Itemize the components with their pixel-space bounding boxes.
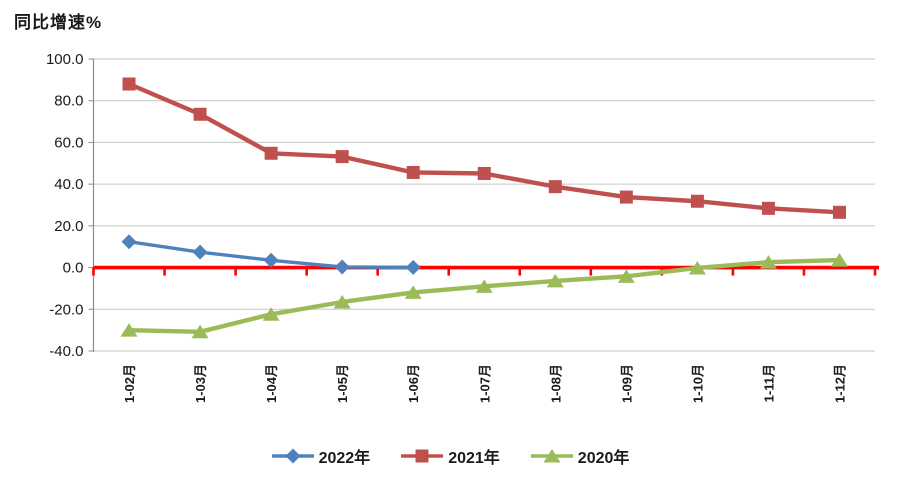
legend-label-2021: 2021年 xyxy=(448,450,500,467)
data-point-marker xyxy=(334,259,350,275)
data-point-marker xyxy=(335,150,349,164)
legend-item-2021: 2021年 xyxy=(400,444,500,468)
data-point-marker xyxy=(191,324,209,339)
data-point-marker xyxy=(548,180,562,194)
legend-marker-shape xyxy=(543,449,561,463)
data-point-marker xyxy=(761,201,775,215)
series-2021年 xyxy=(122,77,846,219)
data-point-marker xyxy=(263,252,279,268)
data-point-marker xyxy=(404,285,422,299)
x-axis-tick-label: 1-09月 xyxy=(619,364,634,403)
legend-item-2022: 2022年 xyxy=(271,444,371,468)
y-axis-tick-label: -40.0 xyxy=(49,343,83,360)
data-point-marker xyxy=(333,294,351,309)
data-point-marker xyxy=(546,273,564,288)
x-axis-tick-label: 1-10月 xyxy=(690,364,705,403)
x-axis-tick-label: 1-04月 xyxy=(264,364,279,403)
legend-label-2022: 2022年 xyxy=(318,450,371,467)
data-point-marker xyxy=(475,279,493,293)
data-point-marker xyxy=(264,146,278,160)
data-point-marker xyxy=(193,107,207,121)
data-point-marker xyxy=(832,205,846,219)
data-point-marker xyxy=(192,244,208,260)
legend-label-2020: 2020年 xyxy=(577,450,630,467)
data-point-marker xyxy=(619,190,633,204)
y-axis-tick-label: 100.0 xyxy=(46,51,84,68)
y-axis-tick-label: 20.0 xyxy=(54,218,83,235)
legend-marker-2021-icon xyxy=(401,449,444,463)
chart-title: 同比增速% xyxy=(14,13,103,32)
data-point-marker xyxy=(759,255,777,269)
x-axis-tick-label: 1-11月 xyxy=(761,364,776,402)
x-axis-tick-label: 1-07月 xyxy=(477,364,492,403)
legend-marker-2020-icon xyxy=(530,449,573,463)
data-point-marker xyxy=(405,259,421,275)
data-point-marker xyxy=(688,260,706,275)
y-axis-tick-label: 40.0 xyxy=(54,176,83,193)
series-2020年 xyxy=(120,253,848,339)
legend-item-2020: 2020年 xyxy=(530,444,630,468)
data-point-marker xyxy=(690,194,704,208)
plot-area: 100.0 80.0 60.0 40.0 20.0 0.0 -20.0 -40.0 1-02月 1… xyxy=(46,51,879,403)
series-2022年 xyxy=(121,234,421,275)
x-axis-tick-label: 1-05月 xyxy=(335,364,350,403)
data-point-marker xyxy=(120,323,138,337)
y-axis-tick-label: 60.0 xyxy=(54,134,83,151)
y-axis-tick-label: 80.0 xyxy=(54,93,83,110)
series-line xyxy=(126,81,842,215)
y-axis-tick-label: 0.0 xyxy=(63,260,84,277)
x-axis-tick-label: 1-12月 xyxy=(832,364,847,403)
x-axis-tick-label: 1-03月 xyxy=(193,364,208,403)
legend-marker-shape xyxy=(285,448,301,464)
x-axis-tick-label: 1-08月 xyxy=(548,364,563,403)
legend-marker-shape xyxy=(415,449,429,463)
legend: 2022年 2021年 2020年 xyxy=(0,444,900,468)
data-point-marker xyxy=(121,234,137,250)
y-axis-tick-label: -20.0 xyxy=(49,301,83,318)
legend-marker-2022-icon xyxy=(271,448,314,464)
data-point-marker xyxy=(262,307,280,321)
x-axis-tick-label: 1-02月 xyxy=(122,364,137,403)
data-point-marker xyxy=(477,167,491,181)
data-point-marker xyxy=(406,165,420,179)
x-axis-tick-label: 1-06月 xyxy=(406,364,421,403)
data-point-marker xyxy=(830,253,848,267)
data-point-marker xyxy=(122,77,136,91)
data-point-marker xyxy=(617,269,635,283)
